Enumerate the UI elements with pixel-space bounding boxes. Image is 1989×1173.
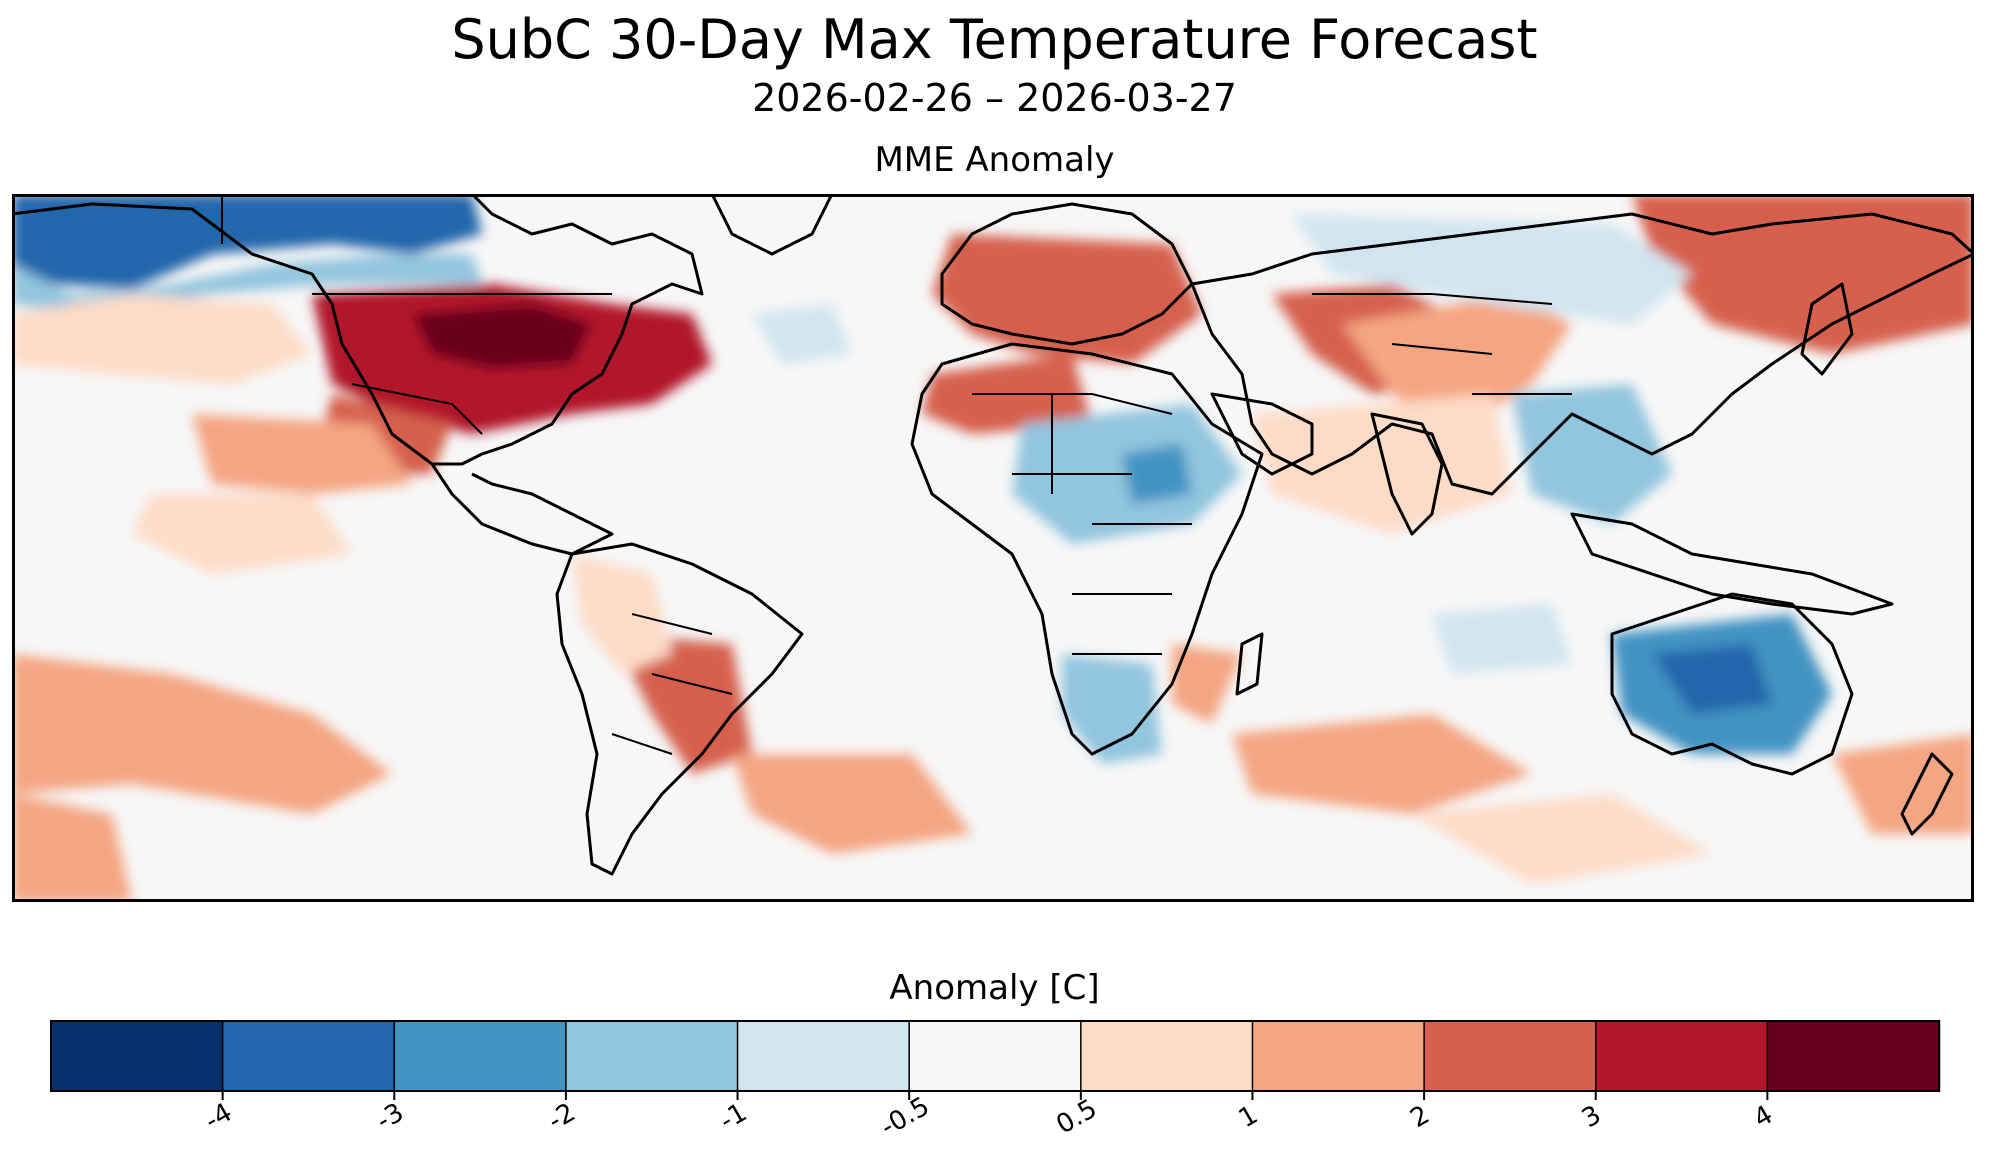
anomaly-south-pacific-2 bbox=[12, 794, 132, 902]
anomaly-south-pacific-1 bbox=[12, 654, 392, 814]
anomaly-alaska-arctic bbox=[12, 194, 482, 289]
coastline-madagascar bbox=[1235, 632, 1264, 696]
panel-title: MME Anomaly bbox=[874, 140, 1115, 180]
coastline-japan bbox=[1800, 282, 1854, 376]
anomaly-south-america bbox=[612, 634, 752, 774]
border-us-mexico bbox=[351, 383, 483, 435]
coastline-europe bbox=[940, 202, 1194, 346]
border-africa-internal bbox=[972, 393, 1192, 655]
colorbar-segment bbox=[1251, 1020, 1426, 1092]
border-asia-internal bbox=[1312, 293, 1572, 395]
anomaly-tropical-pacific bbox=[192, 414, 412, 494]
colorbar-tick-label: 1 bbox=[1234, 1100, 1263, 1134]
anomaly-indian-ocean-warm bbox=[1252, 394, 1512, 534]
coastline-india bbox=[1370, 412, 1444, 536]
map-frame bbox=[12, 194, 1974, 902]
anomaly-map bbox=[12, 194, 1974, 902]
chart-title: SubC 30-Day Max Temperature Forecast bbox=[451, 8, 1538, 71]
colorbar-tick-label: -3 bbox=[372, 1098, 409, 1137]
colorbar-segment bbox=[50, 1020, 224, 1092]
colorbar-tick-label: -4 bbox=[200, 1098, 237, 1137]
colorbar-tick-label: 4 bbox=[1749, 1100, 1778, 1134]
coastline-africa bbox=[910, 342, 1264, 756]
anomaly-central-pacific bbox=[132, 494, 352, 574]
coastline-asia bbox=[1190, 212, 1974, 496]
anomaly-indian-cool bbox=[1432, 604, 1572, 674]
colorbar-segment bbox=[565, 1020, 739, 1092]
colorbar-segment bbox=[393, 1020, 568, 1092]
colorbar-tick-label: -1 bbox=[715, 1098, 752, 1137]
coastline-north-america bbox=[12, 194, 704, 466]
coastline-new-zealand bbox=[1900, 752, 1954, 836]
colorbar: -4 -3 -2 -1 -0.5 0.5 1 2 3 4 bbox=[50, 1020, 1941, 1143]
anomaly-ne-africa-core bbox=[1122, 444, 1192, 504]
colorbar-tick-label: 2 bbox=[1405, 1100, 1434, 1134]
anomaly-siberia bbox=[1292, 214, 1692, 324]
colorbar-segment bbox=[1594, 1020, 1769, 1092]
colorbar-tick-label: 3 bbox=[1577, 1100, 1606, 1134]
anomaly-se-asia bbox=[1512, 384, 1672, 524]
anomaly-north-pacific-warm bbox=[12, 294, 312, 384]
colorbar-segment bbox=[908, 1020, 1083, 1092]
anomaly-south-africa bbox=[1062, 654, 1162, 764]
coastline-indonesia bbox=[1570, 512, 1894, 616]
coastline-greenland bbox=[710, 194, 834, 256]
coastline-south-america bbox=[555, 542, 804, 876]
anomaly-mozambique bbox=[1172, 644, 1242, 724]
colorbar-segment bbox=[1766, 1020, 1941, 1092]
anomaly-australia-core bbox=[1652, 644, 1772, 714]
colorbar-tick-label: 0.5 bbox=[1051, 1094, 1102, 1141]
coastline-arabia bbox=[1210, 392, 1314, 476]
coastline-australia bbox=[1610, 592, 1854, 776]
colorbar-frame bbox=[50, 1020, 1940, 1092]
anomaly-south-asia bbox=[1342, 294, 1572, 434]
colorbar-segment bbox=[1080, 1020, 1254, 1092]
date-range: 2026-02-26 – 2026-03-27 bbox=[752, 76, 1237, 120]
colorbar-tick-label: -0.5 bbox=[876, 1091, 935, 1142]
colorbar-segment bbox=[221, 1020, 396, 1092]
colorbar-segment bbox=[736, 1020, 911, 1092]
coastline-central-america bbox=[430, 463, 614, 556]
anomaly-south-indian bbox=[1232, 714, 1532, 814]
anomaly-atlantic-cool bbox=[752, 304, 852, 364]
anomaly-southern-ocean bbox=[1412, 794, 1712, 884]
colorbar-tick-label: -2 bbox=[543, 1098, 580, 1137]
colorbar-segment bbox=[1423, 1020, 1597, 1092]
anomaly-us-dark bbox=[412, 304, 592, 369]
anomaly-south-atlantic bbox=[732, 754, 972, 854]
anomaly-sa-coast bbox=[572, 554, 672, 674]
colorbar-label: Anomaly [C] bbox=[889, 968, 1100, 1008]
border-sa-internal bbox=[611, 613, 733, 755]
